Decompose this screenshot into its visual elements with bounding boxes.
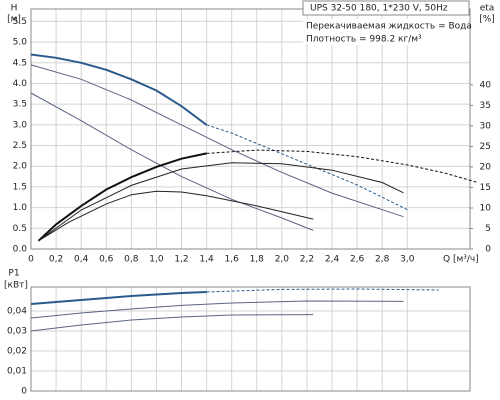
x-tick-label: 2,4: [325, 255, 340, 265]
curve: [37, 152, 207, 242]
curve-extension: [206, 149, 477, 183]
x-tick-label: 0,8: [124, 255, 139, 265]
annotation: Перекачиваемая жидкость = Вода: [306, 22, 472, 32]
plot-frame: [30, 286, 471, 392]
x-tick-label: 1,0: [149, 255, 164, 265]
y2-tick-label: 15: [480, 183, 491, 193]
y-tick-label: 5.0: [13, 38, 28, 48]
curve: [30, 64, 404, 218]
x-tick-label: 3,0: [400, 255, 415, 265]
plot-area: [31, 9, 470, 249]
curve: [38, 190, 314, 242]
y-tick-label: 2.5: [13, 141, 27, 151]
x-tick-label: 0,2: [49, 255, 63, 265]
y2-tick-label: 20: [480, 162, 492, 172]
y2-tick-label: 30: [480, 121, 492, 131]
x-tick-label: 0,6: [99, 255, 114, 265]
y-tick-label: 3.0: [13, 120, 28, 130]
y-tick-label: 0,03: [7, 327, 27, 337]
plot-area: [31, 287, 470, 391]
x-tick-label: 2,2: [300, 255, 314, 265]
y2-axis-label: eta: [480, 4, 495, 14]
y-tick-label: 0,04: [7, 307, 27, 317]
y2-tick-label: 25: [480, 142, 491, 152]
y-tick-label: 1.0: [13, 203, 28, 213]
curve: [38, 162, 404, 242]
x-tick-label: 1,4: [199, 255, 214, 265]
y-axis-unit: [кВт]: [4, 281, 28, 291]
y2-tick-label: 5: [485, 224, 491, 234]
x-axis-label: Q [м³/ч]: [443, 255, 479, 265]
x-tick-label: 2,0: [275, 255, 290, 265]
y-tick-label: 3.5: [13, 100, 27, 110]
y-tick-label: 0.0: [13, 245, 28, 255]
y2-tick-label: 40: [480, 80, 492, 90]
chart-title: UPS 32-50 180, 1*230 V, 50Hz: [310, 4, 448, 14]
y2-tick-label: 10: [480, 203, 492, 213]
x-tick-label: 1,6: [225, 255, 240, 265]
x-tick-label: 1,8: [250, 255, 265, 265]
y-tick-label: 4.5: [13, 58, 27, 68]
y-tick-label: 4.0: [13, 79, 28, 89]
y2-axis-unit: [%]: [479, 15, 495, 25]
curve-extension: [206, 124, 408, 211]
x-tick-label: 1,2: [174, 255, 188, 265]
info-box: [302, 0, 470, 16]
y-tick-label: 0,02: [7, 347, 27, 357]
curve-extension: [206, 288, 439, 293]
x-tick-label: 0,4: [74, 255, 89, 265]
y-tick-label: 2.0: [13, 162, 28, 172]
curve: [30, 314, 314, 332]
x-tick-label: 2,8: [375, 255, 390, 265]
y2-tick-label: 0: [485, 245, 491, 255]
curve: [30, 300, 404, 319]
y-axis-label: P1: [8, 269, 19, 279]
y-axis-label: H: [11, 4, 18, 14]
y-tick-label: 0,01: [7, 367, 27, 377]
y-axis-unit: [м]: [7, 15, 21, 25]
curve: [30, 291, 207, 305]
curve: [30, 92, 314, 231]
plot-frame: [30, 8, 471, 250]
annotation-bg: [303, 32, 469, 45]
annotation: Плотность = 998.2 кг/м³: [306, 35, 422, 45]
x-tick-label: 0: [28, 255, 34, 265]
y-tick-label: 0.5: [13, 224, 27, 234]
y-tick-label: 1.5: [13, 182, 27, 192]
curve: [30, 53, 208, 126]
annotation-bg: [303, 19, 469, 32]
y-tick-label: 5.5: [13, 17, 27, 27]
x-tick-label: 2,6: [350, 255, 365, 265]
y-tick-label: 0: [21, 387, 27, 397]
y2-tick-label: 35: [480, 101, 491, 111]
